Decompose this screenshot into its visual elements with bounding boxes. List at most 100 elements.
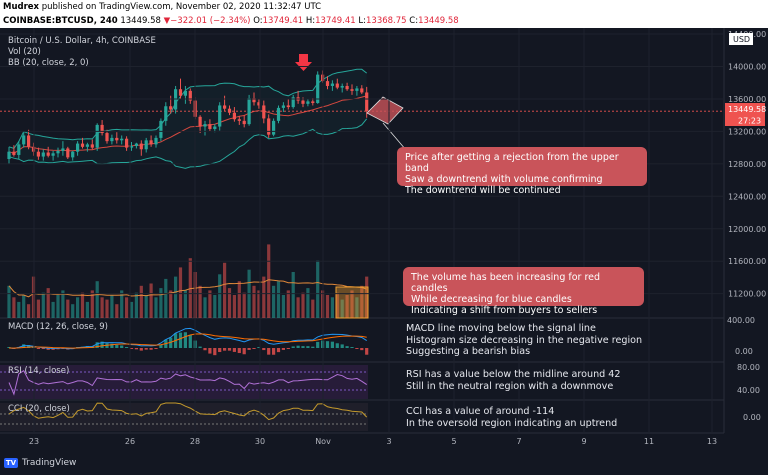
candle-body	[257, 102, 261, 106]
macd-histogram-bar	[218, 348, 222, 353]
candle-body	[80, 143, 85, 147]
candle-body	[306, 101, 310, 104]
macd-histogram-bar	[188, 334, 192, 348]
price-tick-label: 12400.00	[728, 192, 766, 201]
candle-body	[237, 119, 241, 121]
price-tick-label: 14000.00	[728, 63, 766, 72]
candle-body	[85, 144, 89, 147]
volume-bar	[125, 297, 129, 318]
volume-bar	[262, 276, 266, 318]
candle-body	[218, 105, 222, 127]
macd-histogram-bar	[183, 332, 187, 348]
candle-body	[149, 140, 153, 145]
macd-histogram-bar	[169, 337, 173, 348]
rsi-tick-low: 40.00	[737, 386, 760, 395]
time-tick-label: 11	[644, 437, 654, 446]
candle-body	[125, 138, 129, 148]
volume-bar	[159, 288, 163, 318]
legend-title: Bitcoin / U.S. Dollar, 4h, COINBASE	[8, 36, 156, 46]
volume-bar	[257, 290, 261, 318]
candle-body	[291, 97, 295, 108]
volume-bar	[90, 290, 94, 318]
volume-bar	[316, 260, 320, 318]
macd-histogram-bar	[257, 347, 261, 348]
time-tick-label: 7	[516, 437, 521, 446]
candle-body	[335, 83, 339, 88]
macd-histogram-bar	[345, 346, 349, 348]
candle-body	[223, 105, 227, 109]
volume-highlight-box	[335, 286, 369, 319]
price-annotation-line-1: Price after getting a rejection from the…	[405, 152, 619, 174]
candle-body	[213, 126, 217, 129]
candle-body	[115, 137, 119, 141]
volume-bar	[12, 297, 16, 318]
volume-ma-line	[8, 279, 367, 298]
price-tick-label: 11200.00	[728, 290, 766, 299]
candle-body	[252, 98, 256, 103]
candle-body	[61, 148, 65, 151]
candle-body	[276, 107, 281, 121]
volume-bar	[325, 295, 330, 318]
volume-bar	[286, 290, 290, 318]
countdown-text: 27:23	[738, 117, 761, 126]
volume-bar	[198, 285, 202, 318]
time-tick-label: 13	[707, 437, 717, 446]
volume-bar	[66, 299, 70, 318]
macd-histogram-bar	[316, 341, 320, 348]
volume-bar	[311, 299, 315, 318]
candle-body	[262, 105, 266, 119]
macd-histogram-bar	[120, 345, 124, 348]
volume-bar	[252, 285, 256, 318]
candle-body	[51, 153, 55, 156]
rsi-annotation-line-2: Still in the neutral region with a downm…	[406, 380, 614, 392]
publish-info: published on TradingView.com, November 0…	[41, 2, 322, 12]
macd-line	[8, 327, 367, 350]
candle-body	[355, 88, 359, 91]
candle-body	[365, 92, 369, 112]
macd-histogram-bar	[223, 348, 227, 351]
volume-bar	[41, 292, 45, 318]
candle-body	[139, 143, 143, 150]
volume-bar	[276, 281, 281, 318]
macd-annotation-line-1: MACD line moving below the signal line	[406, 323, 596, 334]
volume-bar	[105, 299, 109, 318]
legend-volume: Vol (20)	[8, 47, 41, 57]
volume-bar	[139, 285, 143, 318]
volume-bars	[7, 244, 369, 318]
tradingview-logo[interactable]: TV TradingView	[4, 458, 76, 468]
price-annotation: Price after getting a rejection from the…	[397, 147, 647, 196]
volume-bar	[174, 276, 178, 318]
price-annotation-line-2: Saw a downtrend with volume confirming	[405, 174, 603, 185]
candle-body	[66, 148, 70, 158]
currency-label: USD	[733, 35, 750, 44]
volume-bar	[296, 297, 300, 318]
volume-bar	[56, 295, 60, 318]
candle-body	[120, 138, 124, 141]
candle-body	[232, 112, 236, 120]
volume-bar	[22, 295, 26, 318]
volume-bar	[223, 262, 227, 318]
macd-histogram-bar	[198, 346, 202, 348]
macd-histogram-bar	[296, 345, 300, 348]
publish-bar: Mudrex published on TradingView.com, Nov…	[0, 0, 768, 14]
candle-body	[188, 90, 192, 101]
candle-body	[169, 106, 173, 110]
volume-bar	[237, 281, 241, 318]
volume-bar	[76, 297, 80, 318]
volume-bar	[85, 301, 89, 318]
macd-histogram-bar	[7, 347, 11, 348]
macd-histogram-bar	[286, 348, 290, 349]
macd-histogram-bar	[330, 341, 334, 348]
macd-signal-line	[8, 333, 367, 349]
volume-bar	[164, 278, 168, 318]
macd-histogram-bar	[232, 348, 236, 352]
candle-body	[76, 143, 80, 152]
volume-bar	[178, 267, 183, 318]
macd-histogram-bar	[276, 348, 281, 353]
macd-histogram-bar	[242, 348, 246, 355]
candle-body	[178, 89, 183, 96]
close-label: C:	[409, 16, 419, 26]
candle-body	[144, 140, 148, 150]
time-tick-label: 3	[386, 437, 391, 446]
